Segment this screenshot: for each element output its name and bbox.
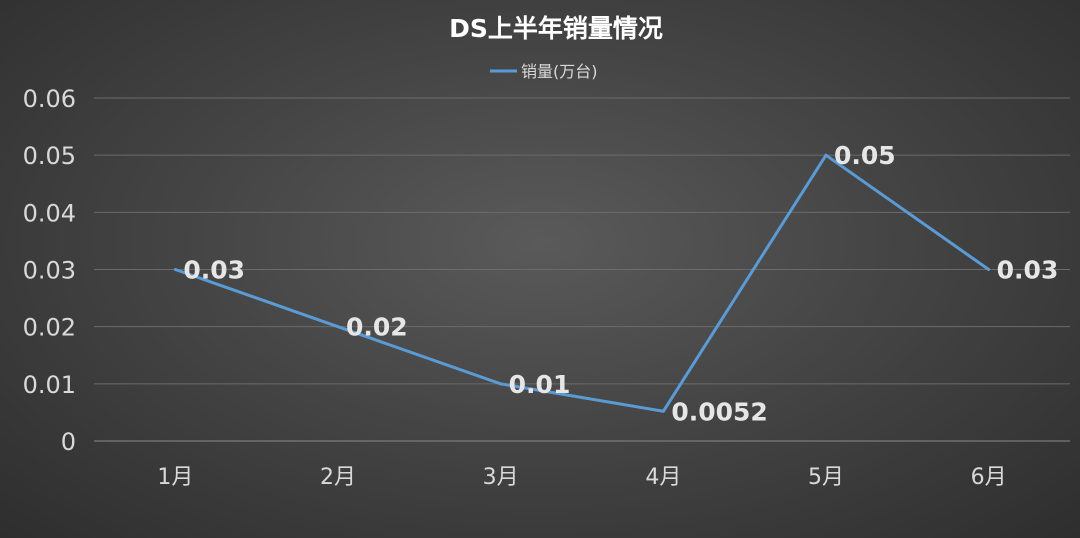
x-axis-ticks: 1月 2月 3月 4月 5月 6月 bbox=[157, 465, 1006, 490]
y-tick-label: 0.02 bbox=[23, 314, 76, 342]
y-tick-label: 0.04 bbox=[23, 199, 76, 227]
data-label: 0.0052 bbox=[671, 397, 767, 426]
y-tick-label: 0 bbox=[61, 428, 76, 456]
x-tick-label: 4月 bbox=[645, 465, 681, 490]
x-tick-label: 5月 bbox=[808, 465, 844, 490]
x-tick-label: 6月 bbox=[971, 465, 1007, 490]
data-point bbox=[987, 268, 991, 271]
legend-label: 销量(万台) bbox=[521, 62, 598, 81]
x-tick-label: 3月 bbox=[483, 465, 519, 490]
data-point bbox=[336, 325, 340, 329]
chart-title: DS上半年销量情况 bbox=[449, 14, 663, 43]
series-line bbox=[174, 153, 990, 413]
gridlines bbox=[94, 97, 1070, 442]
data-point bbox=[824, 153, 828, 157]
y-tick-label: 0.03 bbox=[23, 257, 76, 285]
y-tick-label: 0.01 bbox=[23, 371, 76, 399]
data-label: 0.05 bbox=[834, 141, 896, 170]
data-point bbox=[499, 382, 503, 386]
y-axis-ticks: 0 0.01 0.02 0.03 0.04 0.05 0.06 bbox=[23, 85, 76, 456]
x-tick-label: 1月 bbox=[157, 465, 193, 490]
series-line-group bbox=[173, 153, 991, 413]
x-tick-label: 2月 bbox=[320, 465, 356, 490]
data-point bbox=[173, 268, 177, 271]
data-label: 0.03 bbox=[183, 256, 245, 285]
y-tick-label: 0.05 bbox=[23, 142, 76, 170]
data-point bbox=[661, 409, 665, 413]
data-label: 0.03 bbox=[997, 256, 1059, 285]
y-tick-label: 0.06 bbox=[23, 85, 76, 113]
data-labels: 0.03 0.02 0.01 0.0052 0.05 0.03 bbox=[183, 141, 1058, 426]
data-label: 0.01 bbox=[509, 370, 571, 399]
legend: 销量(万台) bbox=[490, 62, 598, 81]
data-label: 0.02 bbox=[346, 313, 408, 342]
